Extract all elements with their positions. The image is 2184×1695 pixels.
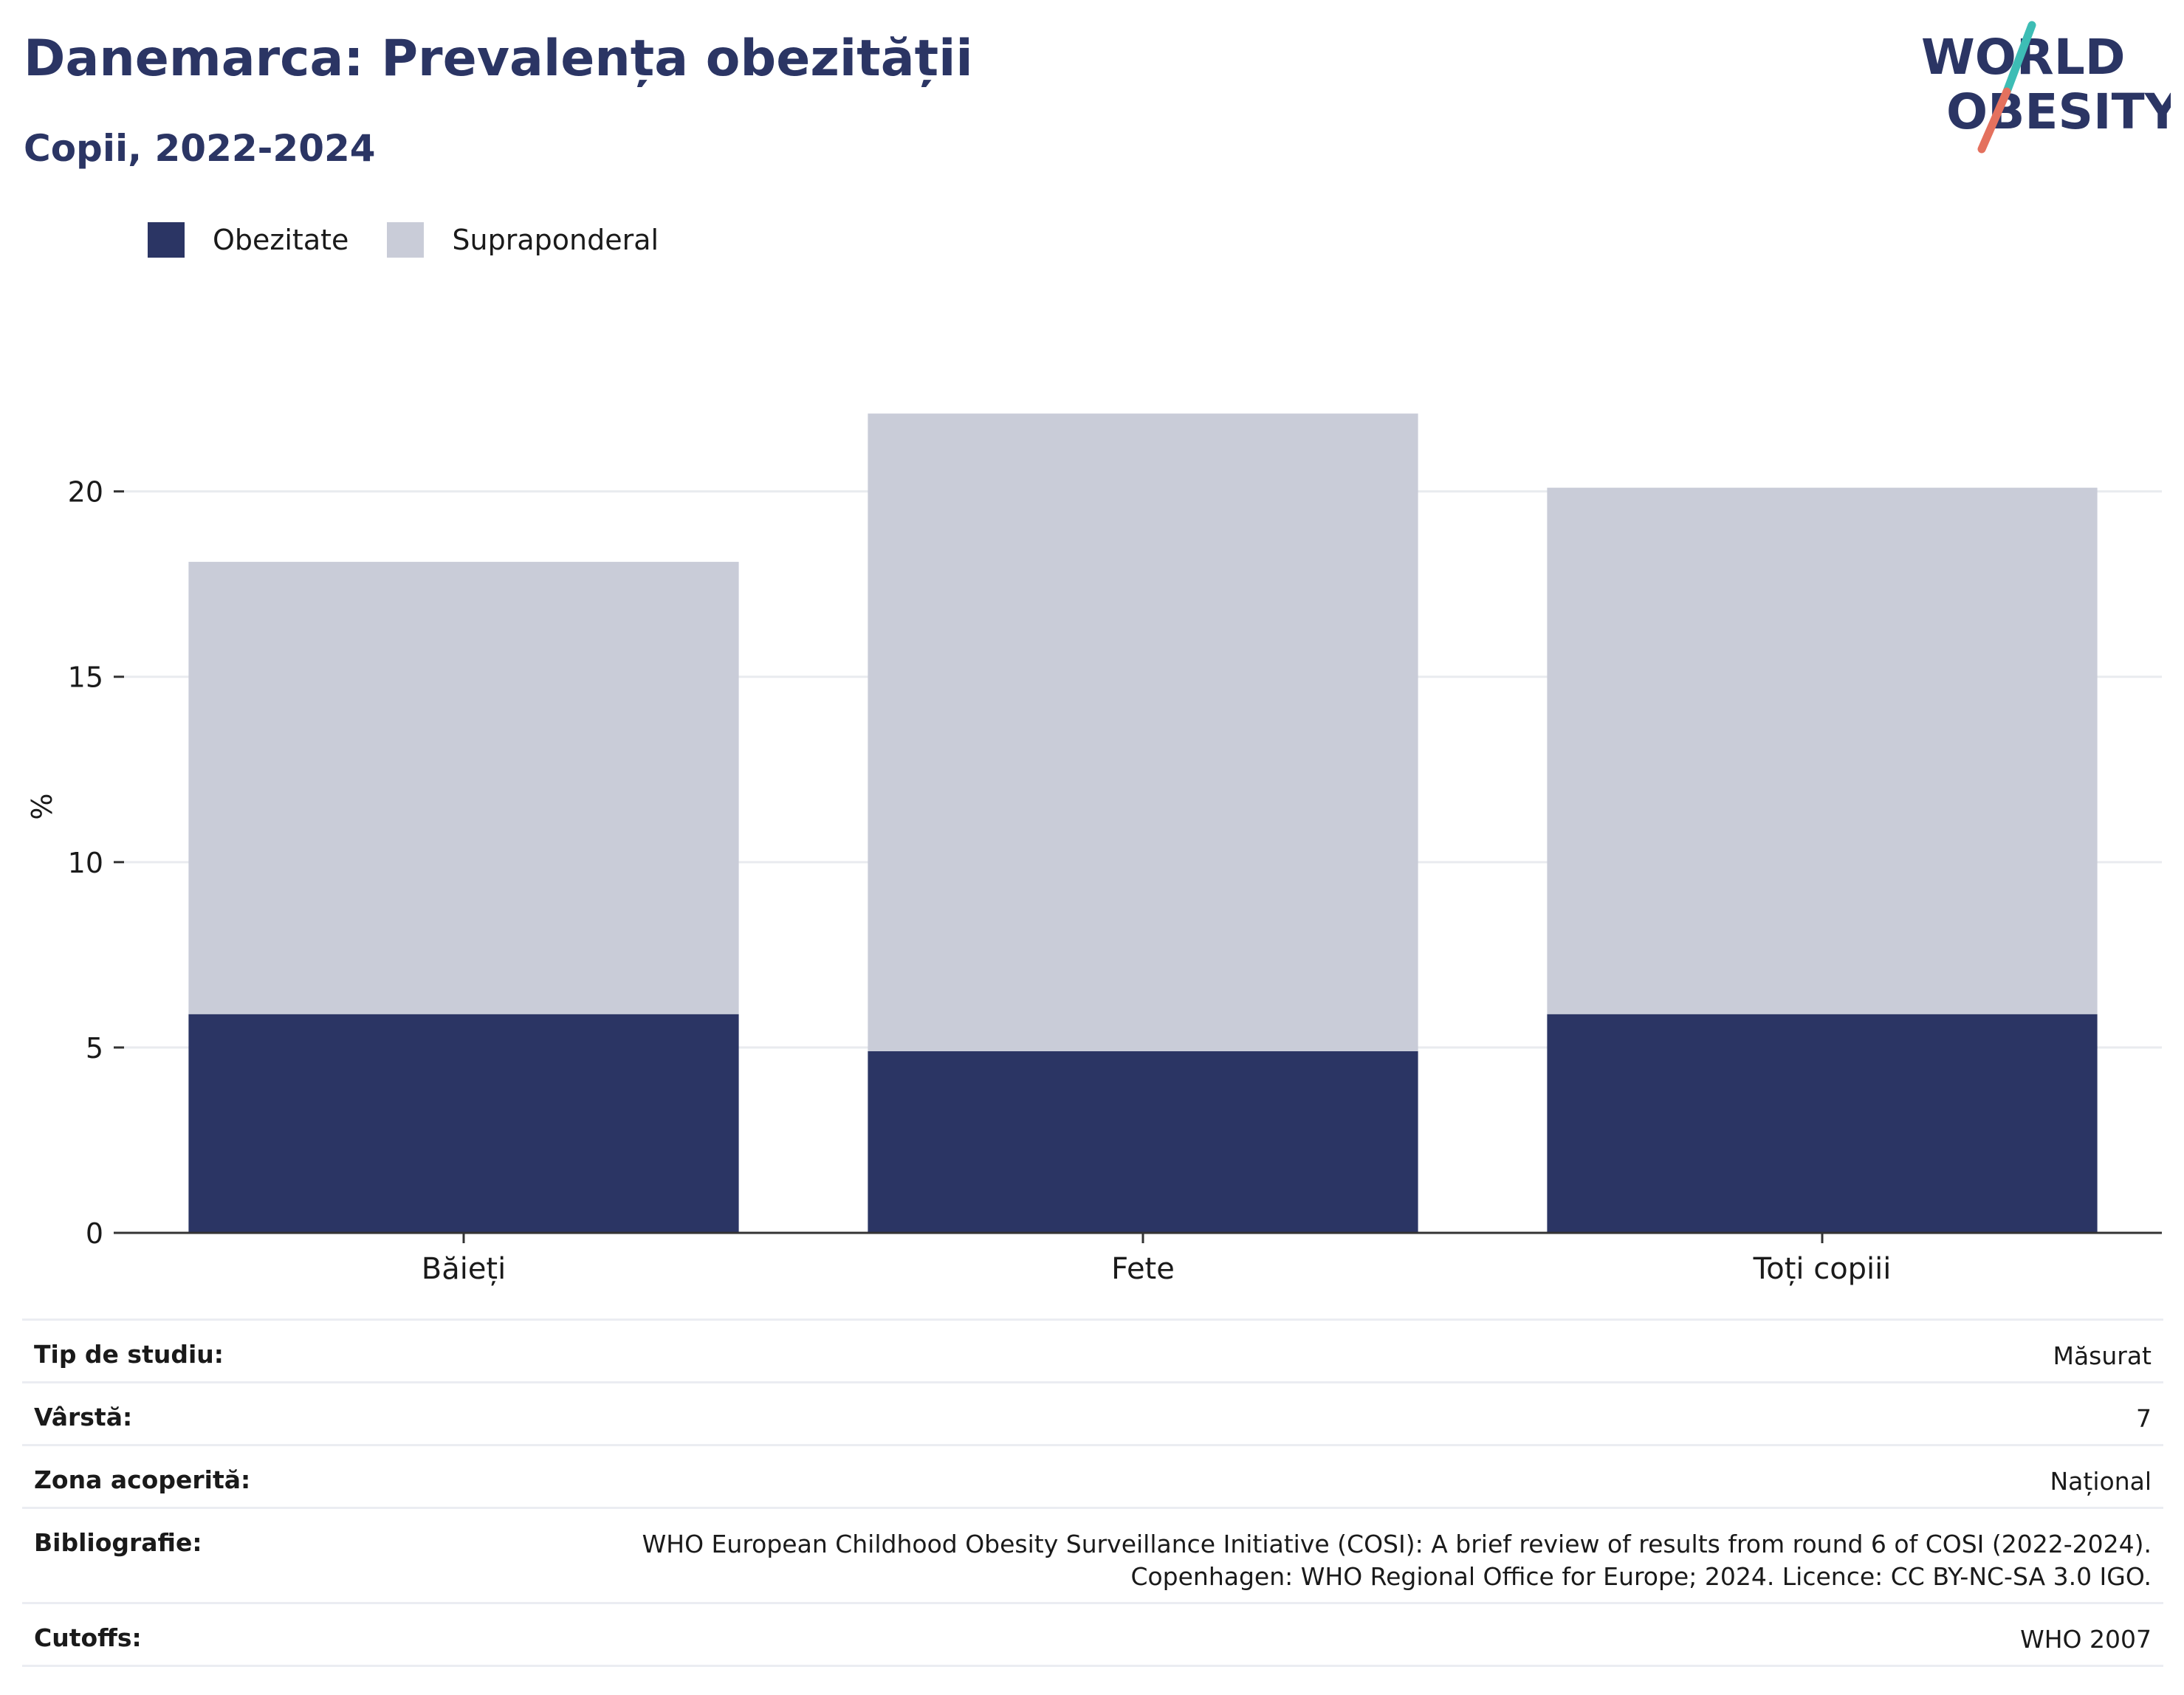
metadata-table: Tip de studiu: Măsurat Vârstă: 7 Zona acoper…: [22, 1318, 2163, 1667]
x-axis-ticks: Băieți Fete Toți copiii: [422, 1233, 1892, 1286]
bar-obezitate-0[interactable]: [188, 1014, 739, 1233]
y-tick-label: 10: [68, 847, 103, 879]
metadata-row: Tip de studiu: Măsurat: [22, 1318, 2163, 1383]
metadata-value: WHO European Childhood Obesity Surveilla…: [301, 1507, 2163, 1603]
legend-item-obesity[interactable]: Obezitate: [148, 222, 348, 258]
bar-chart: 0 5 10 15 20 Băieți Fete Toți copiii %: [26, 413, 2162, 1286]
y-tick-label: 5: [86, 1032, 103, 1065]
x-tick-label: Toți copiii: [1753, 1252, 1892, 1286]
y-tick-label: 0: [86, 1217, 103, 1250]
metadata-key: Tip de studiu:: [22, 1318, 302, 1383]
bar-supraponderal-2[interactable]: [1547, 487, 2098, 1014]
legend: Obezitate Supraponderal: [148, 221, 697, 258]
legend-swatch-overweight: [387, 222, 425, 258]
legend-label-obesity: Obezitate: [213, 224, 349, 256]
world-obesity-logo: WORLD OBESITY: [1921, 21, 2171, 154]
legend-swatch-obesity: [148, 222, 185, 258]
bar-supraponderal-0[interactable]: [188, 562, 739, 1014]
metadata-row: Cutoffs: WHO 2007: [22, 1602, 2163, 1667]
metadata-key: Cutoffs:: [22, 1602, 302, 1667]
bar-obezitate-1[interactable]: [868, 1051, 1418, 1233]
metadata-row: Vârstă: 7: [22, 1381, 2163, 1445]
metadata-value: Național: [301, 1444, 2163, 1508]
legend-item-overweight[interactable]: Supraponderal: [387, 222, 659, 258]
y-axis-label: %: [26, 793, 58, 819]
metadata-value-line: Copenhagen: WHO Regional Office for Euro…: [1130, 1562, 2152, 1591]
y-tick-label: 15: [68, 661, 103, 694]
bars: [188, 413, 2098, 1233]
bar-obezitate-2[interactable]: [1547, 1014, 2098, 1233]
bar-supraponderal-1[interactable]: [868, 413, 1418, 1051]
metadata-row: Bibliografie: WHO European Childhood Obes…: [22, 1507, 2163, 1603]
x-tick-label: Băieți: [422, 1252, 506, 1286]
legend-label-overweight: Supraponderal: [452, 224, 659, 256]
metadata-key: Zona acoperită:: [22, 1444, 302, 1508]
logo-slash-teal: [2002, 21, 2036, 96]
chart-title: Danemarca: Prevalența obezității: [24, 30, 973, 88]
y-axis-ticks: 0 5 10 15 20: [68, 476, 124, 1250]
y-tick-label: 20: [68, 476, 103, 509]
chart-subtitle: Copii, 2022-2024: [24, 127, 376, 170]
metadata-value: 7: [301, 1381, 2163, 1445]
metadata-row: Zona acoperită: Național: [22, 1444, 2163, 1508]
metadata-value: WHO 2007: [301, 1602, 2163, 1667]
metadata-value-line: WHO European Childhood Obesity Surveilla…: [642, 1530, 2152, 1558]
metadata-key: Bibliografie:: [22, 1507, 302, 1603]
metadata-value: Măsurat: [301, 1318, 2163, 1383]
metadata-key: Vârstă:: [22, 1381, 302, 1445]
logo-slash-coral: [1977, 87, 2011, 154]
x-tick-label: Fete: [1111, 1252, 1175, 1286]
logo-word-obesity: OBESITY: [1946, 83, 2171, 140]
